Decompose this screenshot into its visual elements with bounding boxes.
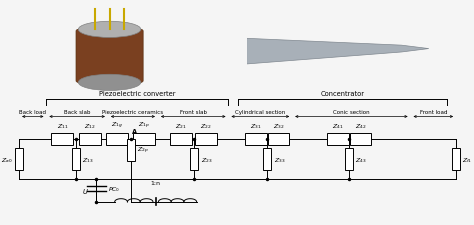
Text: $Z_{31}$: $Z_{31}$ — [250, 122, 262, 130]
Bar — [133, 133, 155, 146]
Text: Front slab: Front slab — [180, 109, 207, 114]
Text: Conic section: Conic section — [333, 109, 370, 114]
Text: $Z_{42}$: $Z_{42}$ — [355, 122, 366, 130]
Text: $Z_{a0}$: $Z_{a0}$ — [1, 155, 13, 164]
Text: $Z_{22}$: $Z_{22}$ — [200, 122, 211, 130]
Text: $Z_{f1}$: $Z_{f1}$ — [463, 155, 473, 164]
Bar — [72, 148, 80, 171]
Text: A: A — [132, 129, 137, 135]
Bar — [263, 148, 271, 171]
Text: Back slab: Back slab — [64, 109, 91, 114]
Text: $Z_{11}$: $Z_{11}$ — [56, 122, 68, 130]
Text: $Z_{2p}$: $Z_{2p}$ — [137, 145, 149, 156]
Bar — [190, 148, 199, 171]
Bar — [52, 133, 73, 146]
Text: $Z_{32}$: $Z_{32}$ — [273, 122, 284, 130]
Text: Piezoelectric ceramics: Piezoelectric ceramics — [102, 109, 164, 114]
Text: 1:n: 1:n — [151, 180, 161, 185]
Text: $Z_{33}$: $Z_{33}$ — [273, 155, 285, 164]
Bar — [327, 133, 349, 146]
Bar — [245, 133, 267, 146]
Bar — [15, 148, 23, 171]
Bar — [106, 133, 128, 146]
Bar — [345, 148, 353, 171]
Text: $Z_{12}$: $Z_{12}$ — [84, 122, 95, 130]
Text: $U$: $U$ — [82, 186, 88, 195]
Bar — [349, 133, 372, 146]
Bar — [268, 133, 290, 146]
Bar — [452, 148, 460, 171]
Text: Piezoelectric converter: Piezoelectric converter — [99, 91, 176, 97]
Text: $Z_{41}$: $Z_{41}$ — [332, 122, 344, 130]
Text: $Z_{23}$: $Z_{23}$ — [201, 155, 212, 164]
Text: $Z_{43}$: $Z_{43}$ — [356, 155, 367, 164]
Text: $Z_{21}$: $Z_{21}$ — [175, 122, 186, 130]
Bar — [127, 139, 135, 162]
Text: Concentrator: Concentrator — [320, 91, 365, 97]
Text: Cylindrical section: Cylindrical section — [235, 109, 285, 114]
Bar — [79, 133, 100, 146]
Bar — [170, 133, 191, 146]
Text: $PC_0$: $PC_0$ — [108, 184, 120, 193]
Text: $Z_{1g}$: $Z_{1g}$ — [111, 120, 123, 130]
Bar — [195, 133, 217, 146]
Text: Back load: Back load — [19, 109, 46, 114]
Text: $Z_{13}$: $Z_{13}$ — [82, 155, 94, 164]
Text: $Z_{1p}$: $Z_{1p}$ — [138, 120, 150, 130]
Text: Front load: Front load — [419, 109, 447, 114]
